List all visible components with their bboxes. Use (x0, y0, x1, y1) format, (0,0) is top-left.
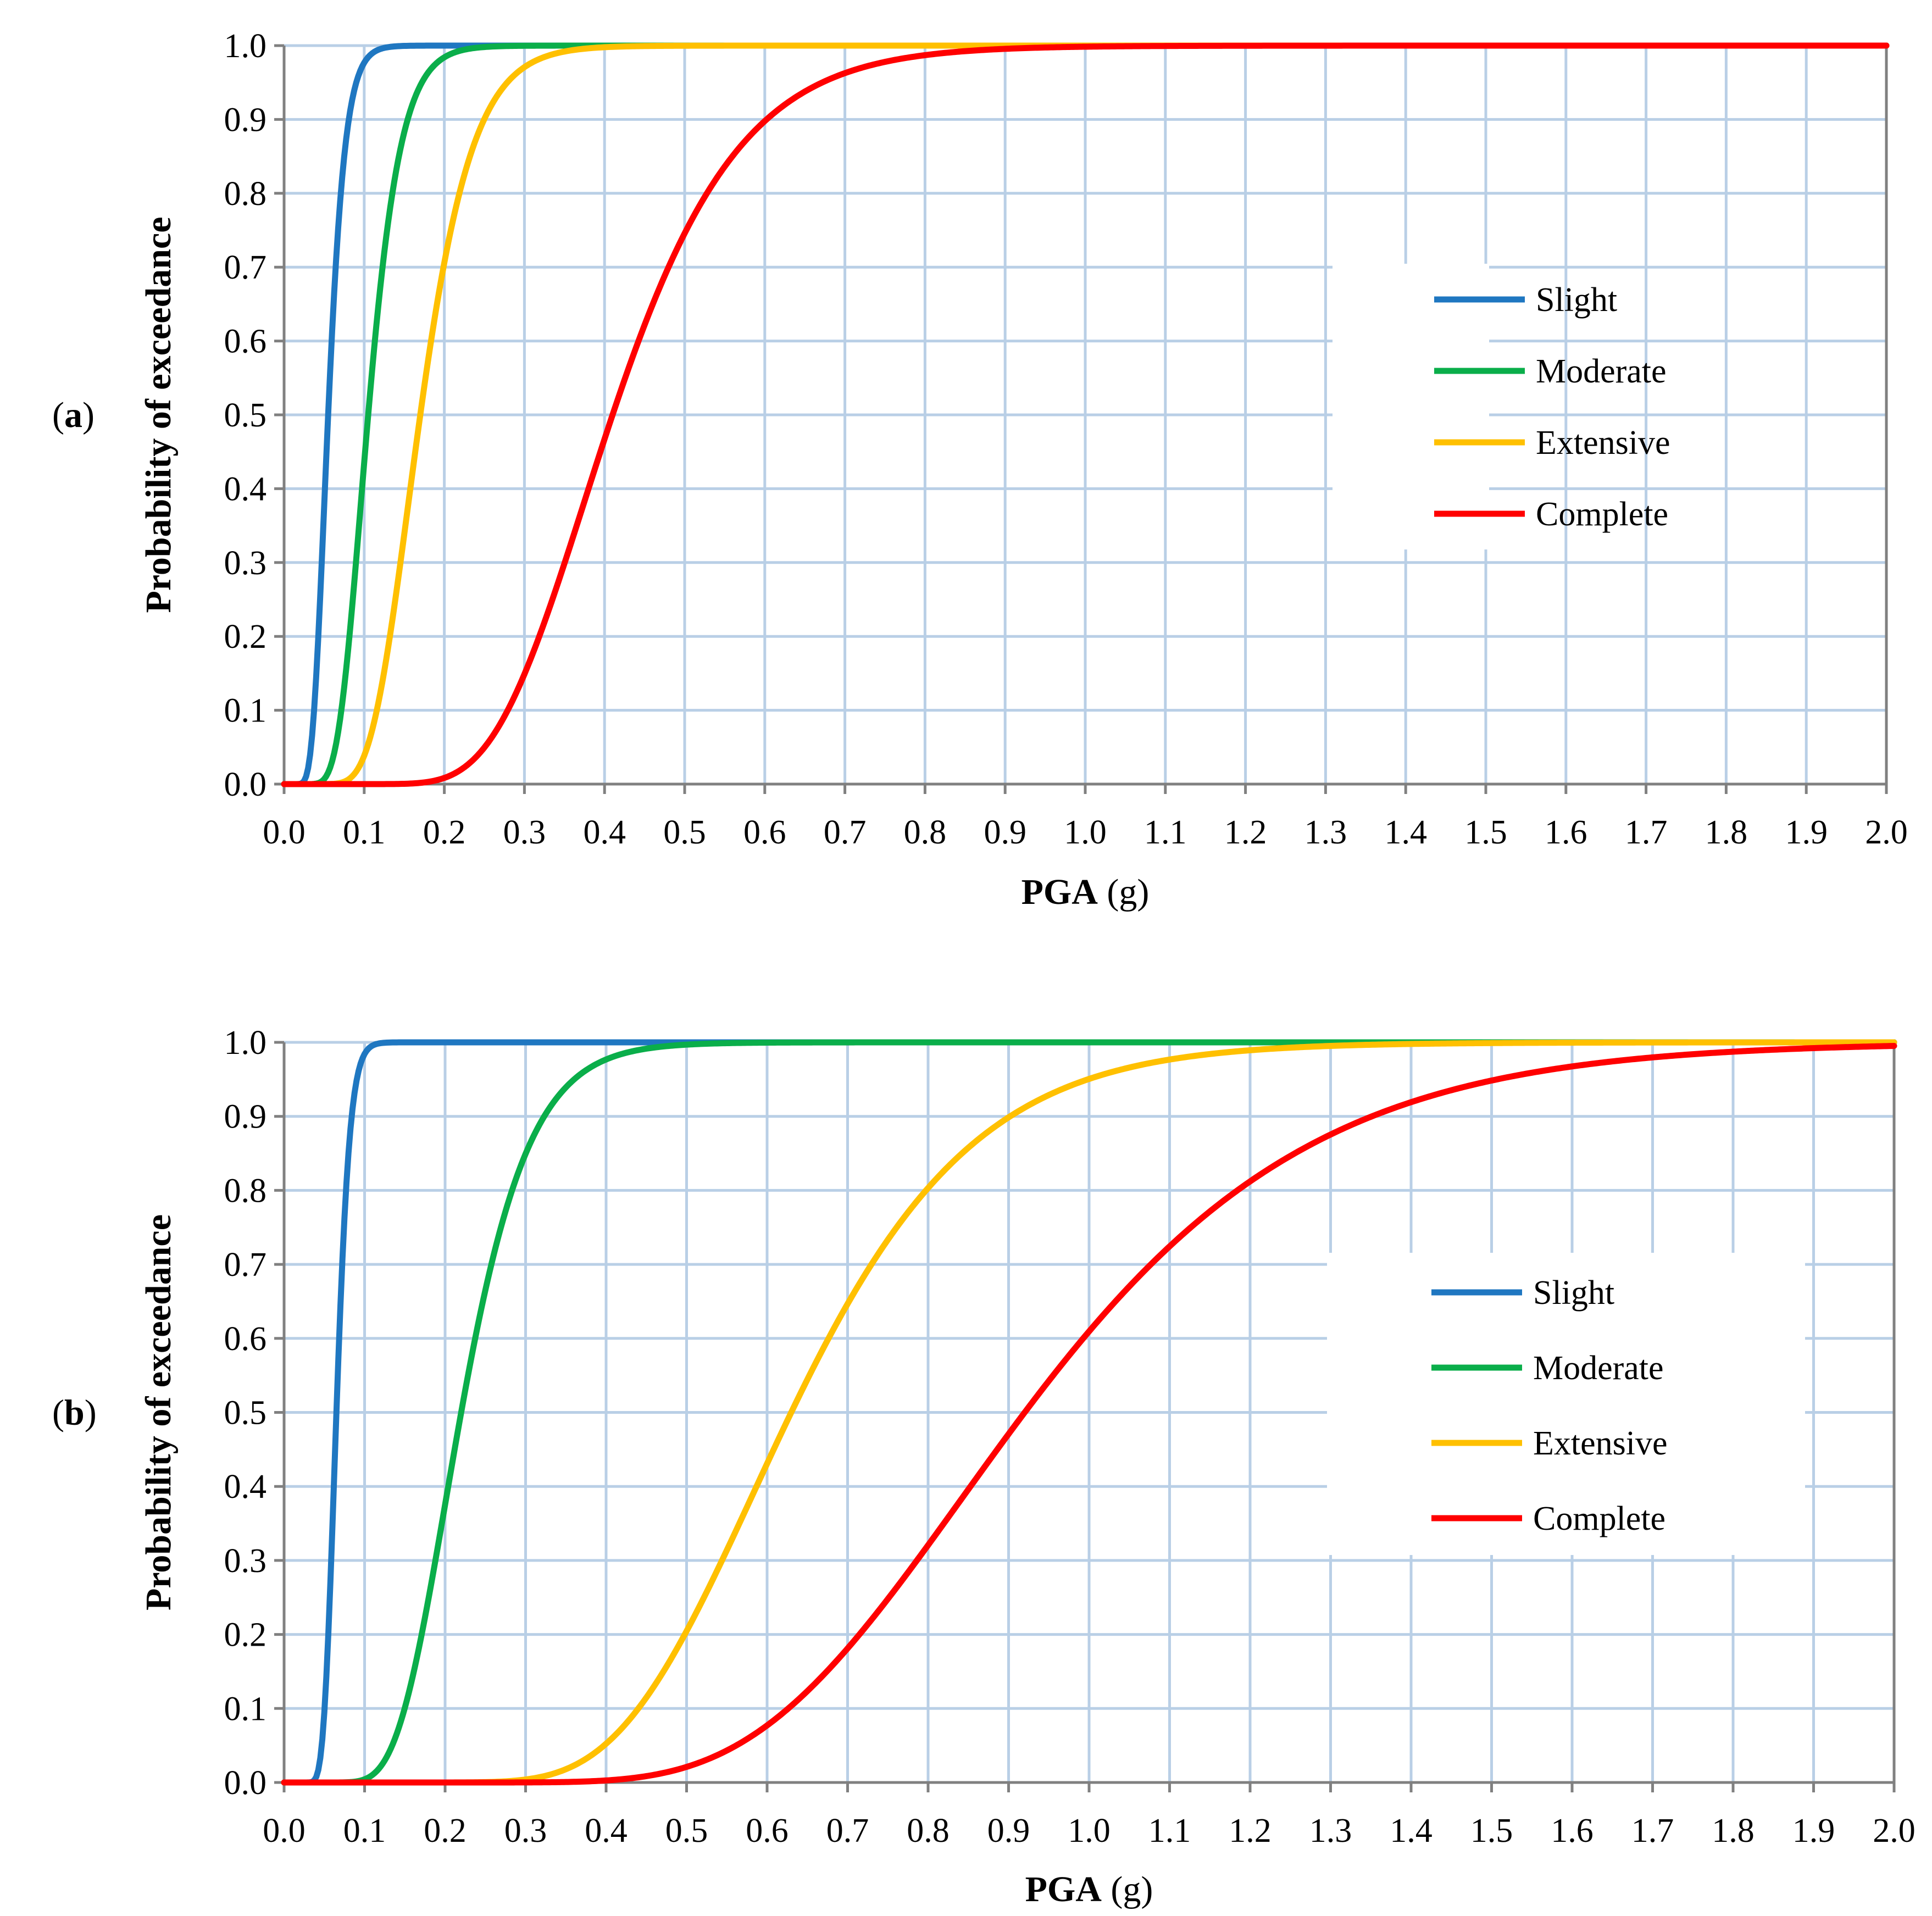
y-tick-label: 0.7 (224, 1246, 267, 1284)
x-tick-label: 1.5 (1470, 1812, 1513, 1850)
y-tick-label: 0.1 (224, 1690, 267, 1728)
x-tick-label: 2.0 (1873, 1812, 1916, 1850)
x-tick-label: 1.6 (1551, 1812, 1594, 1850)
x-tick-label: 0.8 (907, 1812, 950, 1850)
x-axis-title-variable: PGA (1021, 872, 1098, 912)
x-axis-title-unit: (g) (1098, 872, 1149, 912)
x-tick-label: 1.7 (1631, 1812, 1674, 1850)
legend: Slight Moderate Extensive Complete (1434, 281, 1670, 533)
x-tick-label: 0.2 (423, 814, 466, 851)
legend-label-extensive: Extensive (1536, 424, 1670, 462)
y-tick-label: 0.3 (224, 545, 267, 582)
x-tick-label: 0.4 (585, 1812, 628, 1850)
y-axis-title: Probability of exceedance (138, 1214, 179, 1610)
y-tick-label: 0.4 (224, 470, 267, 508)
x-tick-label: 1.8 (1712, 1812, 1755, 1850)
x-tick-label: 1.8 (1705, 814, 1748, 851)
y-tick-label: 0.6 (224, 1320, 267, 1358)
y-tick-label: 1.0 (224, 1024, 267, 1062)
x-tick-label: 0.9 (987, 1812, 1030, 1850)
legend-label-slight: Slight (1533, 1274, 1614, 1312)
y-tick-label: 0.2 (224, 618, 267, 656)
y-tick-label: 0.4 (224, 1468, 267, 1506)
x-tick-label: 1.2 (1229, 1812, 1272, 1850)
y-tick-label: 0.9 (224, 1098, 267, 1136)
series-line-complete (281, 42, 1890, 787)
x-tick-label: 0.3 (504, 1812, 547, 1850)
y-tick-label: 0.5 (224, 1395, 267, 1432)
x-tick-label: 1.4 (1384, 814, 1427, 851)
y-tick-label: 0.0 (224, 766, 267, 803)
panel-label: (b) (52, 1393, 97, 1433)
legend-label-complete: Complete (1536, 496, 1668, 533)
x-tick-label: 0.1 (343, 814, 386, 851)
x-tick-label: 1.6 (1545, 814, 1587, 851)
y-tick-label: 0.3 (224, 1542, 267, 1580)
x-tick-label: 1.9 (1792, 1812, 1835, 1850)
x-tick-label: 1.1 (1144, 814, 1187, 851)
legend-label-moderate: Moderate (1533, 1349, 1664, 1387)
y-tick-label: 0.0 (224, 1764, 267, 1802)
legend-background (1333, 264, 1489, 549)
x-tick-label: 1.0 (1068, 1812, 1111, 1850)
y-tick-label: 0.1 (224, 692, 267, 730)
x-tick-label: 1.9 (1785, 814, 1828, 851)
x-tick-label: 0.5 (663, 814, 706, 851)
legend-label-slight: Slight (1536, 281, 1617, 319)
legend-label-moderate: Moderate (1536, 353, 1667, 390)
series-line-extensive (281, 1039, 1897, 1786)
legend-label-complete: Complete (1533, 1500, 1665, 1537)
panel-label: (a) (52, 395, 95, 435)
x-tick-label: 0.2 (424, 1812, 467, 1850)
y-tick-label: 0.9 (224, 101, 267, 138)
series-lines (281, 1039, 1897, 1786)
y-tick-label: 0.2 (224, 1617, 267, 1654)
x-tick-label: 0.0 (263, 1812, 306, 1850)
x-tick-label: 0.3 (503, 814, 546, 851)
x-tick-label: 0.5 (665, 1812, 708, 1850)
x-tick-label: 0.6 (746, 1812, 789, 1850)
x-axis-title-variable: PGA (1025, 1869, 1102, 1909)
x-tick-label: 1.0 (1064, 814, 1107, 851)
x-tick-label: 0.7 (824, 814, 867, 851)
x-tick-label: 1.2 (1224, 814, 1267, 851)
x-tick-label: 0.6 (743, 814, 786, 851)
x-tick-label: 1.1 (1148, 1812, 1191, 1850)
x-tick-label: 1.4 (1390, 1812, 1433, 1850)
x-tick-label: 0.8 (904, 814, 947, 851)
x-tick-label: 1.7 (1625, 814, 1668, 851)
x-tick-label: 0.7 (826, 1812, 869, 1850)
y-tick-label: 0.7 (224, 249, 267, 286)
x-tick-label: 1.3 (1304, 814, 1347, 851)
x-tick-label: 0.4 (583, 814, 626, 851)
x-tick-label: 2.0 (1865, 814, 1908, 851)
legend-background (1327, 1253, 1805, 1555)
x-tick-label: 0.0 (263, 814, 306, 851)
chart-panel-a: 0.0 0.1 0.2 0.3 0.4 0.5 0.6 0.7 0.8 0.9 1.0 1.1 1.2 1… (52, 27, 1908, 912)
x-tick-label: 1.3 (1309, 1812, 1352, 1850)
series-line-complete (281, 1042, 1897, 1786)
x-tick-label: 0.1 (343, 1812, 386, 1850)
y-tick-label: 1.0 (224, 27, 267, 65)
y-axis-title: Probability of exceedance (138, 217, 179, 613)
x-axis-title: PGA (g) (1021, 872, 1150, 912)
x-tick-label: 0.9 (984, 814, 1026, 851)
y-tick-label: 0.5 (224, 397, 267, 434)
x-tick-label: 1.5 (1464, 814, 1507, 851)
series-lines (281, 42, 1890, 787)
y-tick-label: 0.6 (224, 323, 267, 360)
legend: Slight Moderate Extensive Complete (1431, 1274, 1668, 1537)
y-tick-label: 0.8 (224, 175, 267, 213)
x-axis-title-unit: (g) (1102, 1869, 1153, 1909)
legend-label-extensive: Extensive (1533, 1425, 1668, 1462)
x-axis-title: PGA (g) (1025, 1869, 1153, 1909)
y-tick-label: 0.8 (224, 1172, 267, 1209)
chart-panel-b: 0.0 0.1 0.2 0.3 0.4 0.5 0.6 0.7 0.8 0.9 1.0 1.1 1.2 1… (52, 1024, 1916, 1909)
